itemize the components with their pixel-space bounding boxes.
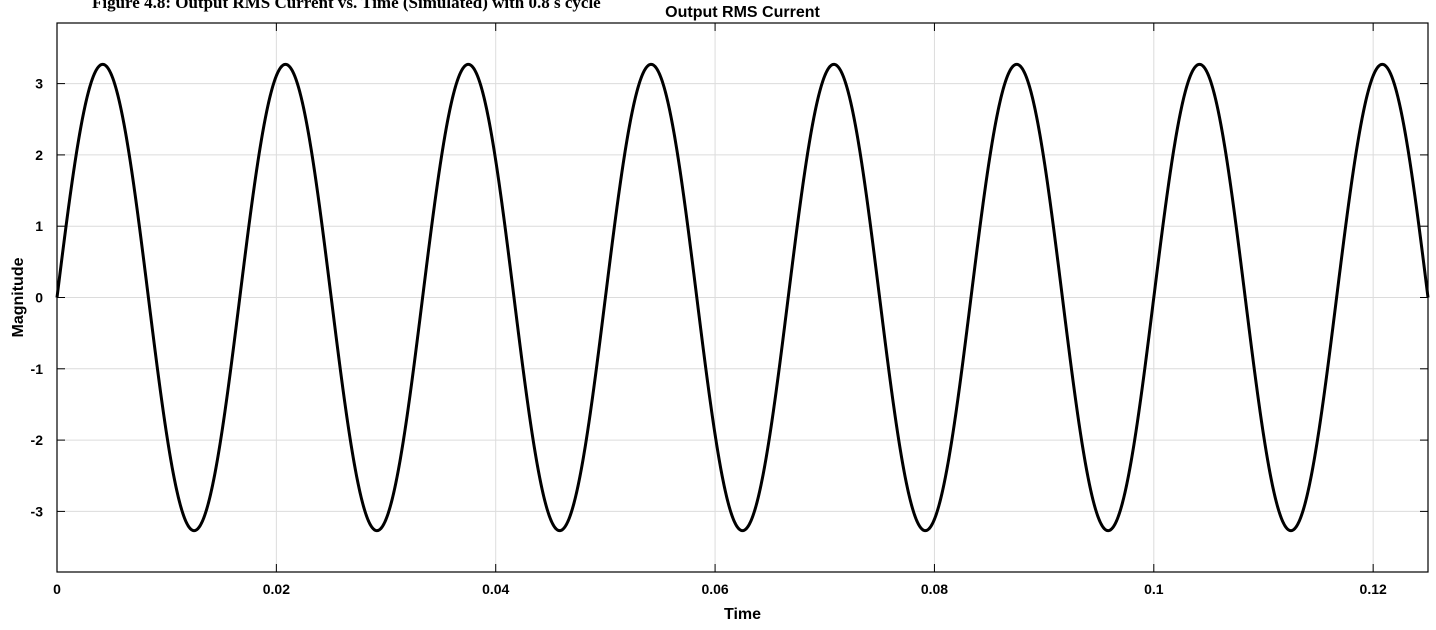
series-layer bbox=[55, 62, 1430, 533]
x-tick-label: 0.12 bbox=[1360, 581, 1387, 597]
y-tick-label: -3 bbox=[31, 503, 44, 519]
axis-ticks: 0 0.02 0.04 0.06 0.08 0.1 0.12 -3 -2 -1 0 1 2 3 bbox=[31, 23, 1428, 597]
chart-title: Output RMS Current bbox=[665, 4, 820, 21]
series-line bbox=[55, 62, 1430, 533]
y-tick-label: 1 bbox=[35, 218, 43, 234]
x-tick-label: 0.1 bbox=[1144, 581, 1164, 597]
y-axis-label: Magnitude bbox=[10, 257, 27, 337]
y-tick-label: 3 bbox=[35, 76, 43, 92]
x-tick-label: 0.08 bbox=[921, 581, 948, 597]
grid-lines bbox=[57, 23, 1428, 572]
x-axis-label: Time bbox=[724, 606, 761, 623]
y-tick-label: 0 bbox=[35, 290, 43, 306]
x-tick-label: 0.04 bbox=[482, 581, 509, 597]
x-tick-label: 0 bbox=[53, 581, 61, 597]
x-tick-label: 0.06 bbox=[701, 581, 728, 597]
y-tick-label: -2 bbox=[31, 432, 44, 448]
y-tick-label: 2 bbox=[35, 147, 43, 163]
x-tick-label: 0.02 bbox=[263, 581, 290, 597]
caption-text: Figure 4.8: Output RMS Current vs. Time … bbox=[92, 0, 601, 12]
figure-caption-fragment: Figure 4.8: Output RMS Current vs. Time … bbox=[0, 0, 1436, 16]
y-tick-label: -1 bbox=[31, 361, 44, 377]
